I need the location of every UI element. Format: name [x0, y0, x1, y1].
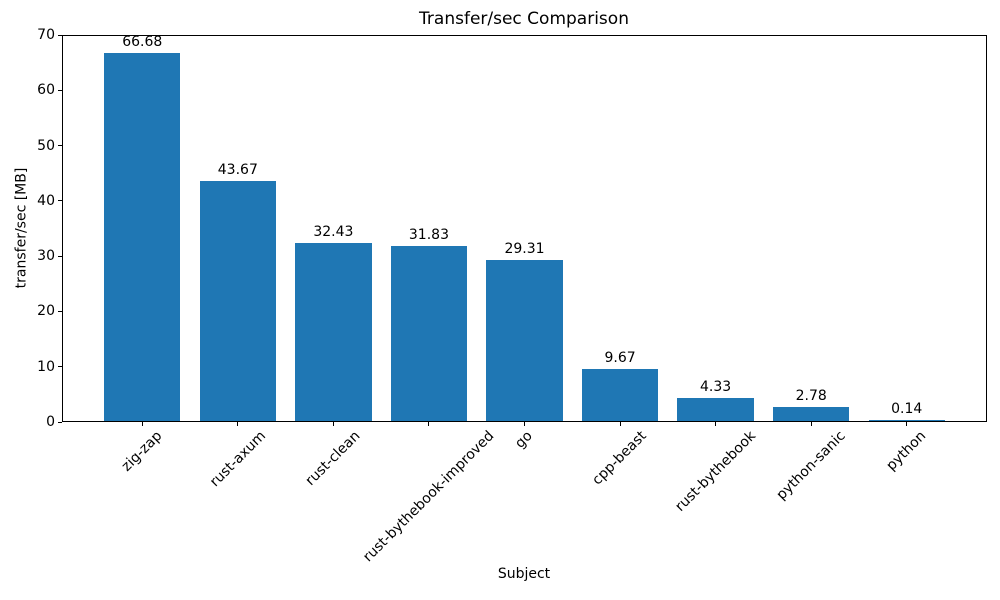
x-tick-label-cpp-beast: cpp-beast: [589, 428, 651, 489]
x-tick-label-python: python: [883, 428, 930, 474]
x-tick-mark: [715, 422, 717, 426]
x-tick-mark: [619, 422, 621, 426]
y-axis-label-wrap: transfer/sec [MB]: [11, 168, 30, 289]
x-tick-label-go: go: [512, 428, 537, 452]
chart-title: Transfer/sec Comparison: [419, 9, 629, 29]
x-tick-mark: [906, 422, 908, 426]
x-tick-label-rust-clean: rust-clean: [302, 428, 364, 489]
x-tick-mark: [332, 422, 334, 426]
x-axis-label: Subject: [497, 566, 551, 582]
x-tick-mark: [428, 422, 430, 426]
y-tick-label: 10: [37, 358, 55, 375]
y-axis-label: transfer/sec [MB]: [13, 167, 30, 289]
x-tick-label-rust-axum: rust-axum: [206, 428, 269, 491]
plot-area: [62, 35, 987, 422]
y-tick-label: 20: [37, 303, 55, 320]
x-tick-mark: [524, 422, 525, 426]
x-tick-mark: [237, 422, 239, 426]
y-tick-label: 60: [37, 82, 55, 99]
y-tick-label: 50: [37, 137, 55, 154]
x-tick-label-rust-bythebook: rust-bythebook: [672, 428, 760, 515]
x-tick-mark: [141, 422, 143, 426]
y-tick-label: 70: [37, 27, 55, 43]
x-tick-label-zig-zap: zig-zap: [118, 428, 166, 475]
x-tick-label-python-sanic: python-sanic: [773, 428, 849, 504]
y-tick-label: 0: [46, 414, 55, 430]
x-tick-mark: [810, 422, 812, 426]
x-tick-label-rust-bythebook-improved: rust-bythebook-improved: [360, 428, 498, 566]
